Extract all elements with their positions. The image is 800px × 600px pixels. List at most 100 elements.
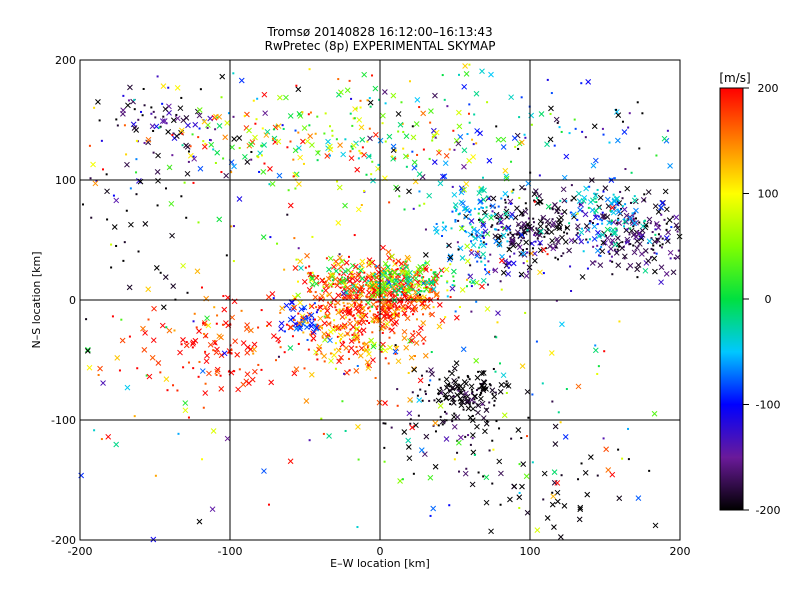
- data-point-cross: [381, 285, 387, 292]
- data-point-dot: [374, 276, 377, 279]
- data-point-dot: [431, 135, 434, 138]
- data-point-cross: [464, 398, 471, 404]
- colorbar-tick-label: 100: [758, 188, 779, 201]
- data-point-dot: [349, 328, 352, 331]
- data-point-dot: [404, 307, 407, 310]
- data-point-dot: [381, 122, 384, 125]
- data-point-dot: [453, 284, 456, 287]
- data-point-dot: [486, 420, 489, 423]
- data-point-cross: [461, 83, 468, 90]
- data-point-cross: [545, 221, 552, 228]
- data-point-dot: [404, 313, 407, 316]
- data-point-cross: [330, 263, 337, 270]
- data-point-dot: [378, 295, 381, 298]
- data-point-dot: [614, 248, 617, 251]
- data-point-dot: [507, 233, 510, 236]
- data-point-dot: [367, 364, 370, 367]
- data-point-dot: [472, 281, 475, 284]
- data-point-dot: [313, 318, 316, 321]
- data-point-dot: [371, 305, 374, 308]
- data-point-cross: [458, 434, 464, 441]
- data-point-dot: [177, 432, 180, 435]
- data-point-dot: [473, 453, 476, 456]
- data-point-cross: [287, 345, 294, 351]
- data-point-cross: [382, 400, 388, 407]
- data-point-cross: [516, 494, 523, 501]
- data-point-dot: [352, 314, 355, 317]
- data-point-dot: [469, 264, 472, 267]
- data-point-cross: [429, 371, 435, 378]
- data-point-dot: [356, 350, 359, 353]
- data-point-dot: [187, 416, 190, 419]
- data-point-dot: [520, 436, 523, 439]
- data-point-cross: [523, 473, 530, 480]
- data-point-dot: [158, 126, 161, 129]
- data-point-dot: [655, 154, 658, 157]
- data-point-dot: [531, 461, 534, 464]
- data-point-dot: [380, 288, 383, 291]
- data-point-dot: [359, 106, 362, 109]
- data-point-dot: [289, 140, 292, 143]
- data-point-dot: [532, 217, 535, 220]
- data-point-cross: [627, 214, 633, 220]
- data-point-cross: [469, 481, 476, 488]
- data-point-cross: [346, 278, 353, 284]
- data-point-dot: [167, 86, 170, 89]
- data-point-dot: [111, 315, 114, 318]
- data-point-dot: [609, 177, 612, 180]
- data-point-dot: [663, 218, 666, 221]
- data-point-cross: [667, 249, 674, 256]
- data-point-cross: [405, 304, 412, 311]
- data-point-dot: [424, 261, 427, 264]
- data-point-dot: [470, 249, 473, 252]
- data-point-dot: [318, 306, 321, 309]
- data-point-dot: [306, 317, 309, 320]
- data-point-cross: [519, 363, 526, 369]
- data-point-cross: [502, 190, 509, 197]
- data-point-cross: [390, 92, 397, 99]
- data-point-dot: [152, 151, 155, 154]
- data-point-dot: [384, 327, 387, 330]
- data-point-cross: [355, 424, 361, 430]
- data-point-cross: [309, 281, 316, 288]
- data-point-dot: [446, 289, 449, 292]
- data-point-dot: [323, 360, 326, 363]
- data-point-cross: [456, 439, 462, 446]
- data-point-cross: [474, 250, 481, 257]
- data-point-cross: [432, 420, 439, 427]
- data-point-dot: [198, 360, 201, 363]
- data-point-cross: [417, 269, 424, 276]
- data-point-dot: [220, 96, 223, 99]
- data-point-cross: [354, 166, 361, 173]
- data-point-dot: [424, 228, 427, 231]
- data-point-dot: [222, 295, 225, 298]
- data-point-cross: [510, 260, 517, 267]
- data-point-dot: [651, 231, 654, 234]
- data-point-dot: [597, 215, 600, 218]
- data-point-dot: [510, 437, 513, 440]
- data-point-dot: [576, 218, 579, 221]
- data-point-cross: [552, 423, 559, 430]
- data-point-dot: [186, 291, 189, 294]
- data-point-cross: [248, 141, 254, 148]
- data-point-dot: [357, 458, 360, 461]
- data-point-dot: [206, 126, 209, 129]
- data-point-cross: [428, 367, 434, 373]
- data-point-cross: [85, 346, 91, 353]
- data-point-dot: [481, 176, 484, 179]
- data-point-cross: [562, 434, 569, 440]
- data-point-dot: [454, 209, 457, 212]
- data-point-cross: [308, 371, 315, 378]
- data-point-cross: [592, 214, 599, 221]
- data-point-cross: [350, 324, 357, 330]
- data-point-dot: [399, 279, 402, 282]
- data-point-dot: [467, 434, 470, 437]
- data-point-dot: [444, 410, 447, 413]
- data-point-cross: [218, 334, 224, 341]
- data-point-cross: [503, 382, 510, 388]
- data-point-cross: [393, 345, 400, 352]
- data-point-dot: [486, 195, 489, 198]
- data-point-cross: [544, 515, 551, 521]
- data-point-cross: [459, 187, 466, 193]
